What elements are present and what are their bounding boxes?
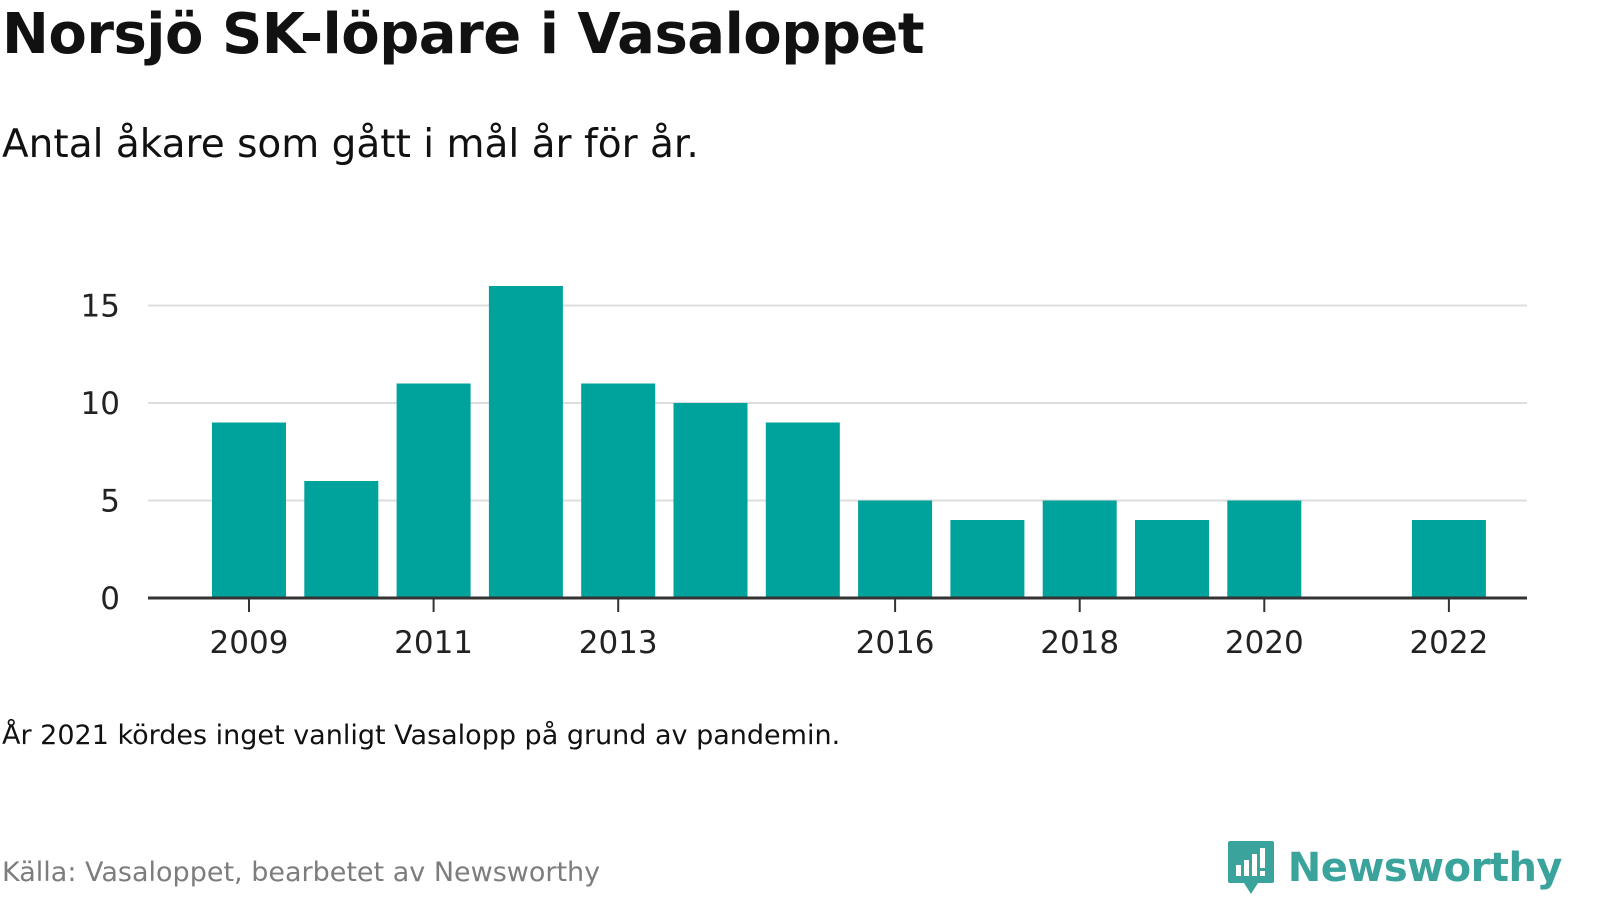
bar-2010 <box>304 481 379 598</box>
source-text: Källa: Vasaloppet, bearbetet av Newswort… <box>2 857 601 888</box>
y-tick-labels: 0 5 10 15 <box>81 289 120 618</box>
x-tick-label: 2020 <box>1225 625 1304 661</box>
bar-2018 <box>1042 500 1117 598</box>
bars <box>212 286 1486 598</box>
y-tick-label: 15 <box>81 289 120 325</box>
x-tick-labels: 2009 2011 2013 2016 2018 2020 2022 <box>210 625 1489 661</box>
bar-2022 <box>1411 520 1486 598</box>
bar-2009 <box>212 422 286 598</box>
chart-title: Norsjö SK-löpare i Vasaloppet <box>2 2 925 67</box>
bar-2020 <box>1227 500 1302 598</box>
bar-2016 <box>858 500 933 598</box>
x-tick-label: 2016 <box>856 625 935 661</box>
x-tick-label: 2011 <box>394 625 473 661</box>
y-tick-label: 10 <box>81 386 120 422</box>
y-tick-label: 5 <box>100 484 120 520</box>
bar-chart: 0 5 10 15 2009 2011 2013 2016 2018 2020 2022 <box>81 286 1527 661</box>
newsworthy-chart-icon <box>1227 841 1274 894</box>
brand-name: Newsworthy <box>1287 845 1563 891</box>
bar-2019 <box>1135 520 1209 598</box>
bar-2012 <box>488 286 563 598</box>
bar-2011 <box>396 383 471 598</box>
bar-2015 <box>765 422 840 598</box>
brand-logo: Newsworthy <box>1227 838 1563 898</box>
x-tick-label: 2013 <box>579 625 658 661</box>
bar-2017 <box>950 520 1025 598</box>
y-tick-label: 0 <box>100 581 120 617</box>
x-tick-label: 2009 <box>210 625 289 661</box>
x-axis <box>148 596 1527 612</box>
chart-subtitle: Antal åkare som gått i mål år för år. <box>2 122 699 167</box>
x-tick-label: 2018 <box>1040 625 1119 661</box>
chart-note: År 2021 kördes inget vanligt Vasalopp på… <box>2 720 841 751</box>
bar-2013 <box>581 383 656 598</box>
bar-2014 <box>673 403 748 598</box>
x-tick-label: 2022 <box>1409 625 1488 661</box>
